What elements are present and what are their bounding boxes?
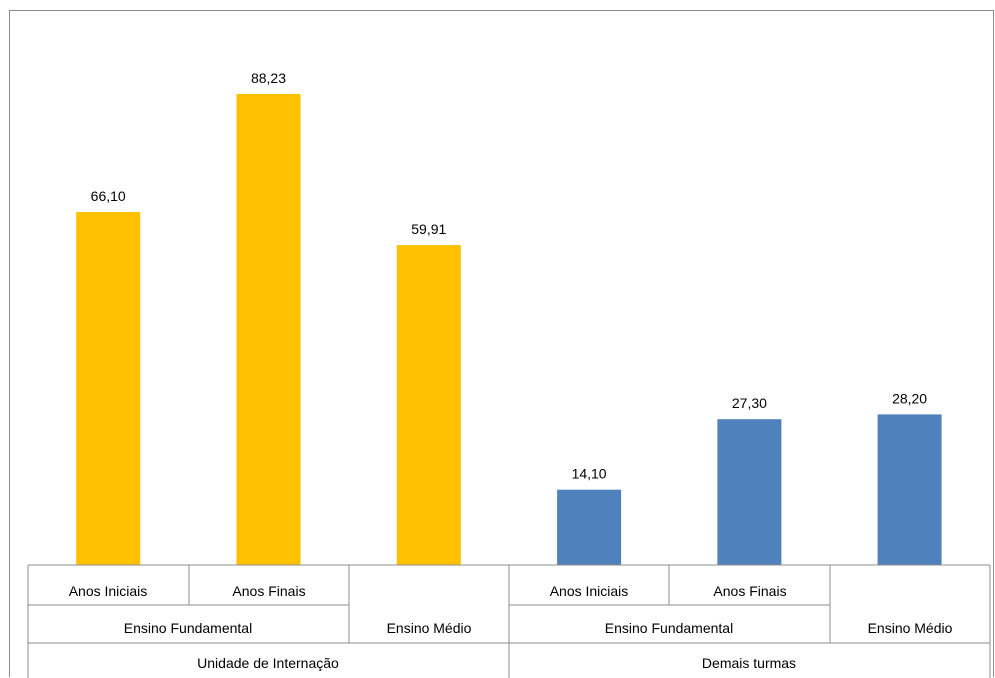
group-label-demais-turmas: Demais turmas xyxy=(702,655,796,671)
tick-label-anos-iniciais: Anos Iniciais xyxy=(550,583,629,599)
tick-label-ensino-medio: Ensino Médio xyxy=(868,620,953,636)
bars-layer xyxy=(76,93,942,566)
category-axis: Anos Iniciais Anos Finais Anos Iniciais … xyxy=(27,564,991,678)
bar xyxy=(877,414,942,565)
tick-label-ensino-fundamental: Ensino Fundamental xyxy=(605,620,733,636)
chart-frame xyxy=(9,10,994,677)
bar xyxy=(396,245,461,565)
bar-value-label: 27,30 xyxy=(732,395,767,411)
bar-value-label: 66,10 xyxy=(91,188,126,204)
tick-label-ensino-fundamental: Ensino Fundamental xyxy=(124,620,252,636)
bar-value-label: 88,23 xyxy=(251,70,286,86)
bar xyxy=(557,489,622,565)
bar xyxy=(76,212,141,565)
bar xyxy=(236,93,301,566)
tick-label-ensino-medio: Ensino Médio xyxy=(387,620,472,636)
bar-value-label: 14,10 xyxy=(572,466,607,482)
group-label-unidade-de-internacao: Unidade de Internação xyxy=(197,655,339,671)
tick-label-anos-iniciais: Anos Iniciais xyxy=(69,583,148,599)
tick-label-anos-finais: Anos Finais xyxy=(232,583,305,599)
value-labels-layer: 66,10 88,23 59,91 14,10 27,30 28,20 xyxy=(91,70,928,482)
bar xyxy=(717,419,782,565)
bar-value-label: 28,20 xyxy=(892,390,927,406)
bar-value-label: 59,91 xyxy=(411,221,446,237)
tick-label-anos-finais: Anos Finais xyxy=(713,583,786,599)
